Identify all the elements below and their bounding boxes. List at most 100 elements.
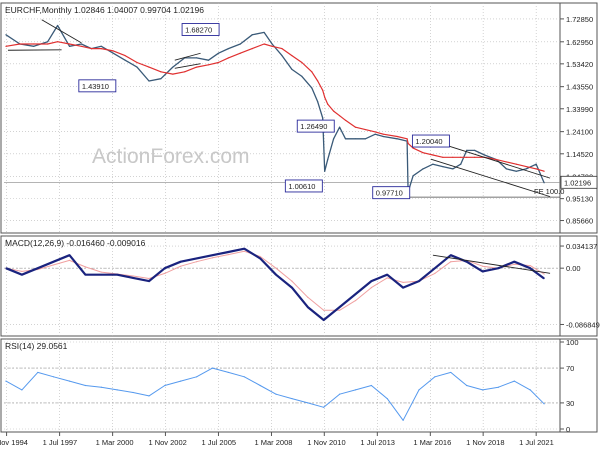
price-series-point xyxy=(239,43,241,45)
macd-signal-line-point xyxy=(53,264,55,266)
price-series-point xyxy=(80,43,83,45)
rsi-line-point xyxy=(68,380,71,382)
macd-line-point xyxy=(68,254,71,256)
xtick-label: 1 Nov 2018 xyxy=(466,438,504,447)
price-ytick-label: 1.33990 xyxy=(566,105,593,114)
sma-series-point xyxy=(466,156,468,158)
rsi-line-point xyxy=(323,406,325,408)
macd-signal-line-point xyxy=(21,270,23,273)
annotation-box xyxy=(372,186,411,200)
rsi-line-point xyxy=(116,389,118,391)
macd-title: MACD(12,26,9) -0.016460 -0.009016 xyxy=(5,238,146,248)
price-series-point xyxy=(301,75,303,77)
macd-signal-line-point xyxy=(259,255,261,258)
rsi-line-point xyxy=(466,384,468,387)
macd-signal-line-point xyxy=(543,273,545,275)
sma-series-point xyxy=(344,119,347,121)
macd-line-point xyxy=(513,261,515,263)
sma-series-point xyxy=(311,71,313,73)
macd-line-point xyxy=(180,261,182,263)
price-series-point xyxy=(543,182,545,184)
macd-line-point xyxy=(275,274,277,276)
macd-ytick-label: 0.00 xyxy=(566,264,581,273)
macd-line-point xyxy=(37,267,39,269)
xtick-label: 1 Jul 2013 xyxy=(360,438,395,447)
macd-line-point xyxy=(386,274,388,276)
sma-series-point xyxy=(217,61,220,64)
rsi-line-point xyxy=(243,376,245,378)
sma-series-point xyxy=(525,165,527,168)
rsi-line-point xyxy=(211,367,214,369)
sma-series-point xyxy=(364,128,366,131)
annotation-label: 1.00610 xyxy=(288,182,315,191)
price-series-point xyxy=(317,101,319,103)
sma-series-point xyxy=(239,52,241,54)
price-series-point xyxy=(251,34,253,36)
price-series-point xyxy=(322,117,324,119)
macd-line-point xyxy=(211,254,214,256)
price-series-point xyxy=(5,34,7,36)
price-ytick-label: 1.53420 xyxy=(566,60,593,69)
rsi-line-point xyxy=(370,384,372,387)
xtick-label: 1 Mar 2016 xyxy=(413,438,451,447)
rsi-line-point xyxy=(180,380,182,382)
macd-signal-line-point xyxy=(307,296,309,298)
macd-line-point xyxy=(402,287,404,289)
annotation-label: 0.97710 xyxy=(376,189,403,198)
price-series-point xyxy=(460,163,462,165)
rsi-ytick-label: 30 xyxy=(566,399,574,408)
macd-line-point xyxy=(307,306,309,308)
macd-ytick-label: -0.086849 xyxy=(566,320,600,329)
price-panel-frame xyxy=(0,2,598,234)
macd-ytick-label: 0.034137 xyxy=(566,242,597,251)
macd-line-point xyxy=(323,319,325,321)
price-trendline xyxy=(430,140,551,179)
price-series-point xyxy=(374,133,376,135)
rsi-line-point xyxy=(100,386,102,388)
last-price-box xyxy=(560,175,598,189)
price-series-point xyxy=(124,59,126,61)
xtick-label: 1 Mar 2008 xyxy=(254,438,292,447)
sma-series-point xyxy=(281,48,283,50)
price-series-point xyxy=(422,168,424,170)
annotation-label: 1.68270 xyxy=(185,26,212,35)
macd-signal-line-point xyxy=(481,265,484,267)
macd-line-point xyxy=(418,280,420,282)
price-series-point xyxy=(57,24,59,27)
macd-signal-line-point xyxy=(370,287,372,289)
sma-series-point xyxy=(251,48,253,50)
price-series-point xyxy=(333,138,335,140)
sma-series-point xyxy=(172,73,174,75)
price-ytick-label: 0.95130 xyxy=(566,195,593,204)
xtick-label: 1 Jul 1997 xyxy=(43,438,78,447)
rsi-line-point xyxy=(53,376,55,378)
rsi-line-point xyxy=(148,395,150,397)
macd-line-point xyxy=(529,267,531,269)
rsi-line-point xyxy=(307,402,309,404)
macd-panel-frame xyxy=(0,235,598,337)
price-series-point xyxy=(100,45,102,47)
macd-signal-line-point xyxy=(68,259,71,261)
price-series-point xyxy=(483,154,486,156)
macd-signal-line-point xyxy=(323,309,325,311)
price-ytick-label: 1.43550 xyxy=(566,83,593,92)
macd-line-point xyxy=(196,257,198,260)
macd-signal-line-point xyxy=(513,263,515,265)
macd-signal-line-point xyxy=(211,257,214,259)
price-series-point xyxy=(263,31,265,34)
macd-signal-line-point xyxy=(338,309,341,311)
price-series-point xyxy=(33,45,35,47)
annotation-box xyxy=(78,79,117,93)
rsi-line-point xyxy=(196,376,198,378)
sma-series-point xyxy=(442,156,444,158)
price-series-point xyxy=(291,68,293,71)
rsi-line-point xyxy=(21,389,23,391)
macd-signal-line-point xyxy=(180,265,182,267)
macd-line-point xyxy=(466,261,468,263)
sma-series-point xyxy=(57,41,59,43)
price-ytick-label: 0.85660 xyxy=(566,217,593,226)
sma-series-point xyxy=(338,115,341,117)
sma-series-point xyxy=(184,71,186,73)
rsi-line-point xyxy=(418,389,420,391)
